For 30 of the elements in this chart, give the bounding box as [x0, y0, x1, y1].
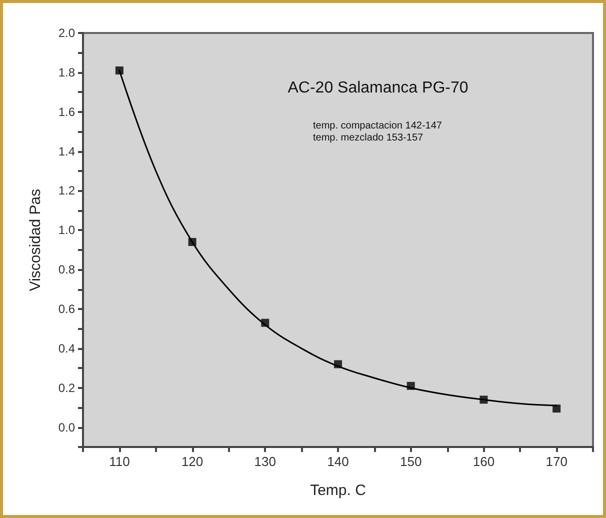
- y-tick-label: 1.0: [58, 223, 76, 238]
- y-tick-label: 0.6: [58, 302, 76, 316]
- y-tick-label: 1.6: [58, 104, 76, 119]
- y-tick-label: 0.2: [58, 380, 76, 395]
- y-tick-label: 1.2: [58, 184, 76, 198]
- x-tick-label: 150: [400, 454, 422, 469]
- point: [406, 382, 415, 390]
- point: [188, 238, 196, 246]
- y-axis-title: Viscosidad Pas: [27, 188, 44, 292]
- x-tick-label: 110: [109, 454, 130, 469]
- x-tick-label: 170: [546, 454, 568, 469]
- point: [334, 360, 342, 368]
- point: [480, 396, 488, 404]
- y-tick-label: 0.8: [58, 262, 76, 277]
- y-tick-label: 2.0: [58, 26, 76, 40]
- text: AC-20 Salamanca PG-70: [288, 80, 468, 96]
- x-tick-label: 140: [327, 454, 349, 469]
- x-tick-label: 160: [472, 454, 495, 469]
- annotation: temp. compactacion 142-147: [313, 120, 442, 132]
- y-tick-label: 0.0: [58, 420, 76, 434]
- y-tick-label: 1.4: [58, 144, 76, 158]
- point: [552, 404, 561, 413]
- x-tick-label: 130: [254, 454, 276, 469]
- x-tick-label: 120: [181, 454, 204, 469]
- y-tick-label: 1.8: [58, 65, 76, 80]
- y-tick-label: 0.4: [58, 341, 76, 356]
- point: [261, 318, 270, 327]
- annotation: temp. mezclado 153-157: [313, 132, 424, 144]
- x-axis-title: Temp. C: [310, 482, 366, 499]
- point: [115, 66, 124, 74]
